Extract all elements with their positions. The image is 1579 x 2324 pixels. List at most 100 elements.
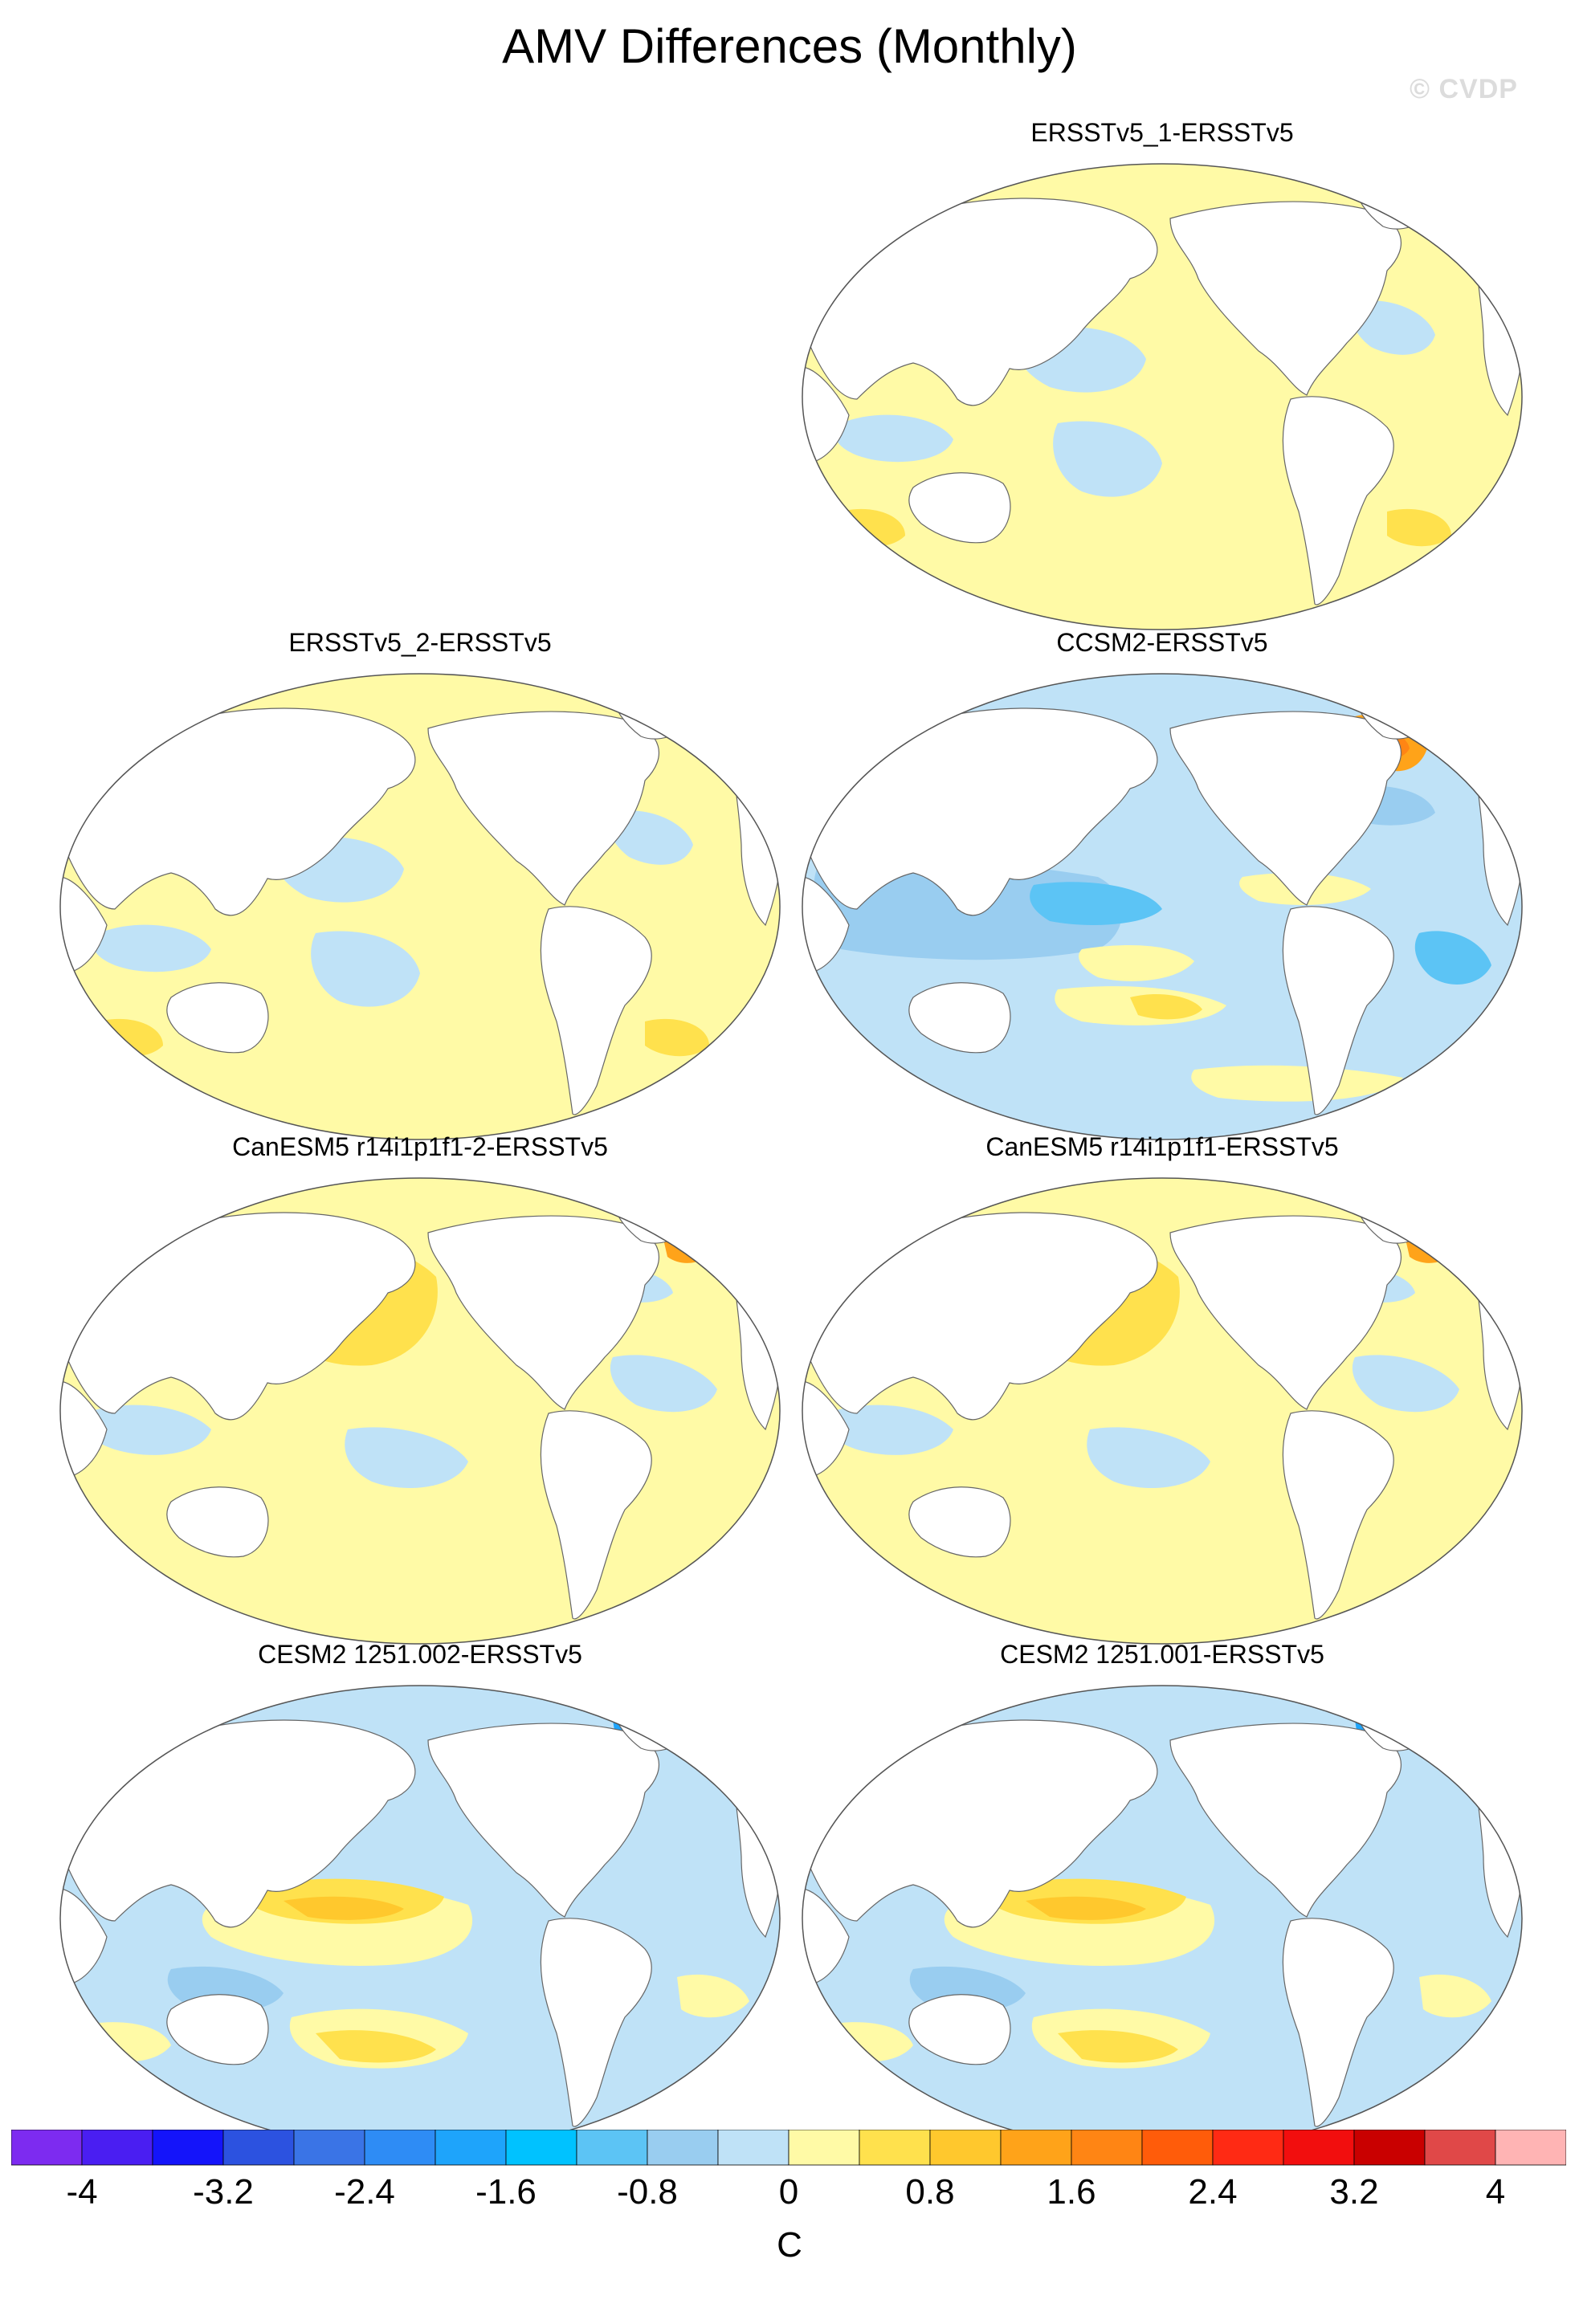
sst-anomaly-region xyxy=(677,1974,749,2018)
colorbar-tick-label: 0.8 xyxy=(905,2172,955,2212)
colorbar-segment xyxy=(1495,2130,1566,2166)
sst-anomaly-region xyxy=(60,674,780,1140)
sst-anomaly-region xyxy=(1403,1225,1455,1263)
map-outline xyxy=(59,1177,781,1645)
colorbar-tick-label: -3.2 xyxy=(193,2172,254,2212)
panel-title: CESM2 1251.001-ERSSTv5 xyxy=(1000,1640,1324,1669)
world-map xyxy=(802,673,1523,1140)
land-mass xyxy=(427,711,659,906)
colorbar-tick-label: -0.8 xyxy=(617,2172,678,2212)
colorbar-segment xyxy=(859,2130,931,2166)
colorbar-tick-label: -4 xyxy=(66,2172,98,2212)
colorbar-tick-label: 2.4 xyxy=(1188,2172,1238,2212)
sst-anomaly-region xyxy=(1352,1355,1459,1413)
colorbar-tick-labels: -4 -3.2 -2.4 -1.6 -0.8 0 0.8 1.6 2.4 3.2 4 xyxy=(0,2170,1579,2218)
world-map xyxy=(802,1685,1523,2152)
world-map xyxy=(802,1177,1523,1645)
colorbar-tick-label: 4 xyxy=(1485,2172,1506,2212)
land-mass xyxy=(908,982,1011,1054)
sst-anomaly-region xyxy=(661,1225,713,1263)
sst-anomaly-region xyxy=(1191,1065,1403,1102)
colorbar-tick-label: 0 xyxy=(778,2172,799,2212)
land-mass xyxy=(908,1994,1011,2065)
land-mass xyxy=(60,1380,108,1478)
map-panel-ersstv5-1: ERSSTv5_1-ERSSTv5 xyxy=(793,116,1532,638)
sst-anomaly-region xyxy=(1387,508,1451,547)
sst-anomaly-region xyxy=(610,810,693,865)
land-mass xyxy=(166,982,269,1054)
colorbar-segment xyxy=(1353,2130,1426,2166)
land-mass xyxy=(802,1888,850,1986)
land-mass xyxy=(802,876,850,974)
colorbar-segment xyxy=(505,2130,577,2166)
watermark: © CVDP xyxy=(1410,74,1518,104)
page-title: AMV Differences (Monthly) xyxy=(502,19,1077,73)
sst-anomaly-region xyxy=(645,1018,709,1057)
sst-anomaly-region xyxy=(610,1355,717,1413)
panel-title: ERSSTv5_2-ERSSTv5 xyxy=(288,628,552,657)
land-mass xyxy=(60,876,108,974)
land-mass xyxy=(427,1215,659,1410)
land-mass xyxy=(1282,396,1394,605)
sst-anomaly-region xyxy=(913,1187,969,1204)
colorbar-segment xyxy=(1283,2130,1355,2166)
colorbar xyxy=(11,2130,1566,2166)
colorbar-tick-label: -2.4 xyxy=(334,2172,395,2212)
sst-anomaly-region xyxy=(345,1427,468,1488)
land-mass xyxy=(1169,201,1402,396)
land-mass xyxy=(166,1994,269,2065)
sst-anomaly-region xyxy=(824,1405,953,1455)
map-outline xyxy=(59,673,781,1140)
sst-anomaly-region xyxy=(1079,945,1194,981)
land-mass xyxy=(908,1486,1011,1558)
sst-anomaly-region xyxy=(802,164,1522,630)
colorbar-segment xyxy=(152,2130,224,2166)
sst-anomaly-region xyxy=(284,1896,404,1920)
map-panel-ccsm2: CCSM2-ERSSTv5 xyxy=(793,626,1532,1148)
colorbar-segment xyxy=(435,2130,507,2166)
map-outline xyxy=(802,163,1523,630)
panel-title: CCSM2-ERSSTv5 xyxy=(1056,628,1268,657)
world-map xyxy=(59,1685,781,2152)
panel-title: CESM2 1251.002-ERSSTv5 xyxy=(258,1640,582,1669)
colorbar-segment xyxy=(788,2130,860,2166)
colorbar-segment xyxy=(293,2130,365,2166)
colorbar-segment xyxy=(717,2130,790,2166)
sst-anomaly-region xyxy=(311,931,420,1007)
sst-anomaly-region xyxy=(1030,882,1162,925)
sst-anomaly-region xyxy=(1058,2030,1178,2063)
land-mass xyxy=(802,1380,850,1478)
land-mass xyxy=(540,1918,652,2127)
sst-anomaly-region xyxy=(1026,1896,1146,1920)
colorbar-segment xyxy=(1212,2130,1284,2166)
colorbar-segment xyxy=(1141,2130,1214,2166)
map-panel-canesm5-2: CanESM5 r14i1p1f1-2-ERSSTv5 xyxy=(51,1131,790,1653)
map-outline xyxy=(802,673,1523,1140)
land-mass xyxy=(1282,1918,1394,2127)
sst-anomaly-region xyxy=(1130,993,1202,1020)
colorbar-segment xyxy=(222,2130,295,2166)
map-panel-canesm5-1: CanESM5 r14i1p1f1-ERSSTv5 xyxy=(793,1131,1532,1653)
colorbar-segment xyxy=(364,2130,436,2166)
sst-anomaly-region xyxy=(834,414,953,463)
land-mass xyxy=(1169,1215,1402,1410)
map-outline xyxy=(802,1177,1523,1645)
land-mass xyxy=(1169,1723,1402,1918)
map-panel-ersstv5-2: ERSSTv5_2-ERSSTv5 xyxy=(51,626,790,1148)
land-mass xyxy=(540,906,652,1115)
world-map xyxy=(59,673,781,1140)
colorbar-tick-label: 1.6 xyxy=(1047,2172,1096,2212)
land-mass xyxy=(1169,711,1402,906)
colorbar-segment xyxy=(647,2130,719,2166)
sst-anomaly-region xyxy=(1352,300,1435,355)
colorbar-segment xyxy=(1424,2130,1496,2166)
panel-title: CanESM5 r14i1p1f1-2-ERSSTv5 xyxy=(232,1132,608,1161)
sst-anomaly-region xyxy=(1414,931,1491,985)
world-map xyxy=(59,1177,781,1645)
sst-anomaly-region xyxy=(171,1187,227,1204)
land-mass xyxy=(60,1888,108,1986)
land-mass xyxy=(802,366,850,464)
sst-anomaly-region xyxy=(92,924,211,972)
sst-anomaly-region xyxy=(1419,1974,1491,2018)
sst-anomaly-region xyxy=(316,2030,436,2063)
